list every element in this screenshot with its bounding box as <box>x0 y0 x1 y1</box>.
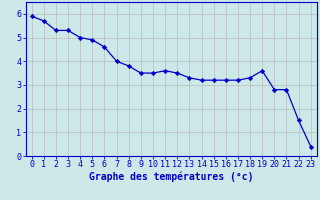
X-axis label: Graphe des températures (°c): Graphe des températures (°c) <box>89 172 253 182</box>
